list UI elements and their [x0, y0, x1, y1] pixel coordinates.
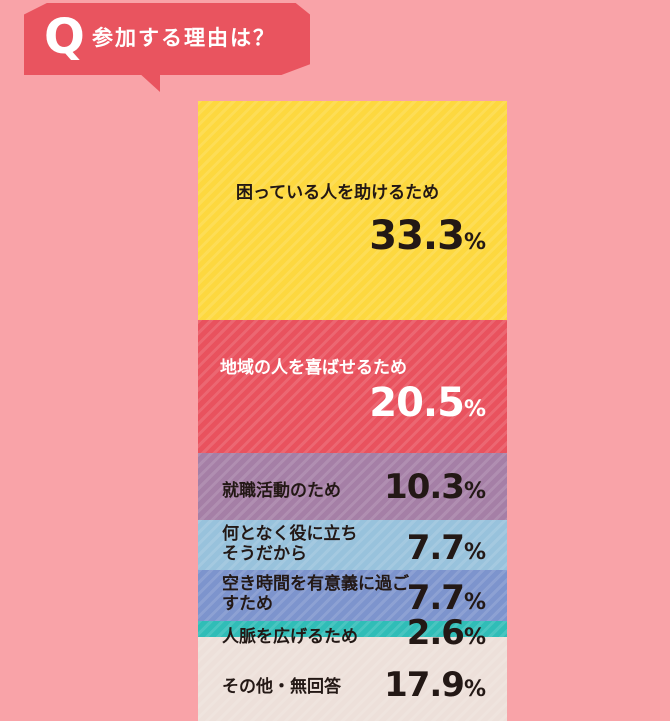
segment-3: 何となく役に立ちそうだから 7.7% — [198, 520, 507, 570]
segment-value: 2.6% — [406, 613, 486, 653]
segment-5: 人脈を広げるため 2.6% — [198, 613, 507, 653]
question-title: 参加する理由は？ — [92, 26, 276, 50]
question-bubble — [24, 3, 310, 75]
segment-2: 就職活動のため 10.3% — [198, 453, 507, 520]
segment-value: 17.9% — [384, 665, 486, 705]
bubble-tail — [138, 72, 160, 92]
segment-label: 何となく役に立ちそうだから — [222, 524, 358, 564]
q-mark: Q — [44, 9, 85, 65]
segment-1: 地域の人を喜ばせるため 20.5% — [198, 320, 507, 453]
segment-label: 空き時間を有意義に過ごすため — [222, 574, 409, 614]
segment-6: その他・無回答 17.9% — [198, 637, 507, 721]
segment-label: 地域の人を喜ばせるため — [220, 358, 407, 378]
segment-value: 10.3% — [384, 467, 486, 507]
segment-value: 33.3% — [369, 213, 486, 259]
segment-0: 困っている人を助けるため 33.3% — [198, 101, 507, 320]
segment-value: 7.7% — [406, 578, 486, 618]
segment-4: 空き時間を有意義に過ごすため 7.7% — [198, 570, 507, 621]
segment-value: 7.7% — [406, 528, 486, 568]
segment-label: 人脈を広げるため — [222, 627, 358, 647]
segment-label: 就職活動のため — [222, 481, 341, 501]
segment-label: 困っている人を助けるため — [236, 183, 440, 203]
stacked-bar: 困っている人を助けるため 33.3% 地域の人を喜ばせるため 20.5% 就職活… — [198, 101, 507, 721]
segment-label: その他・無回答 — [222, 677, 341, 697]
segment-value: 20.5% — [369, 380, 486, 426]
